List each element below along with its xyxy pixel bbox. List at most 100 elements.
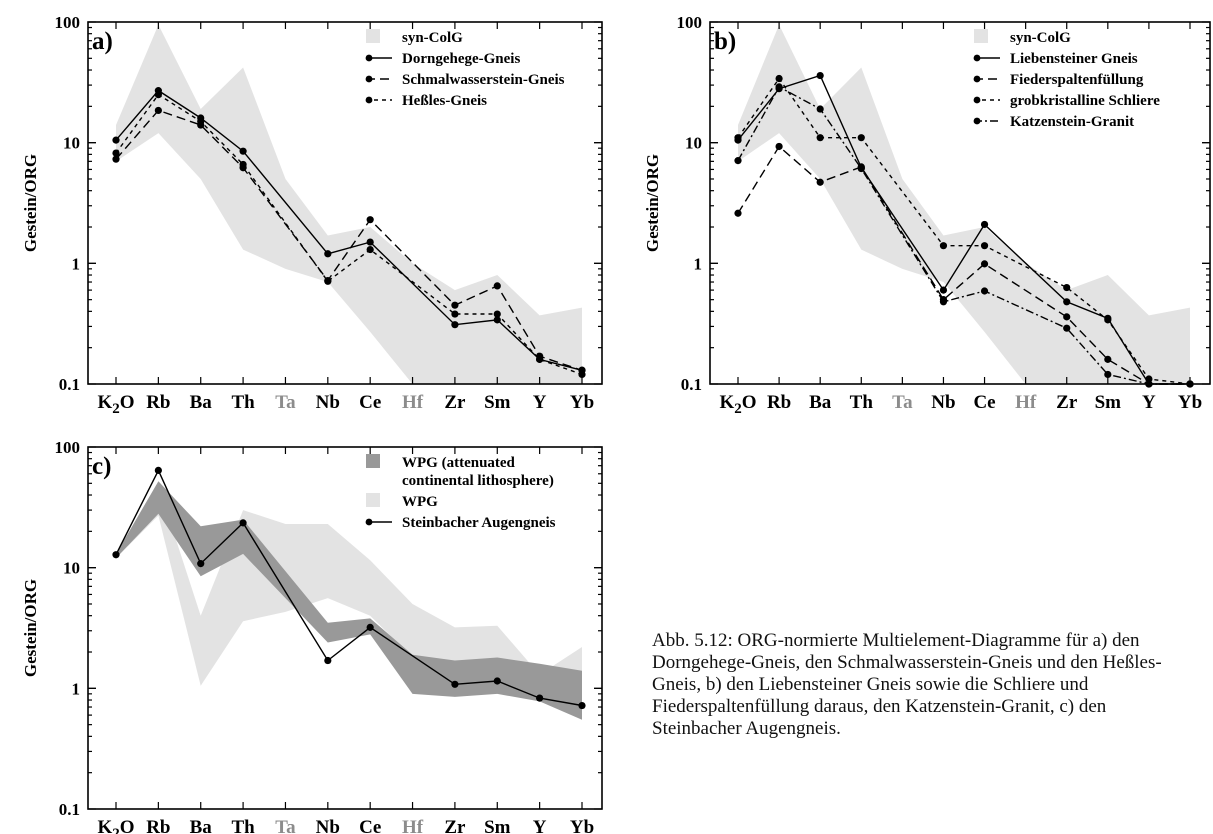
y-tick-label: 100 (55, 13, 81, 32)
legend-label: Fiederspaltenfüllung (1010, 72, 1144, 88)
data-point (493, 310, 501, 318)
data-point (154, 106, 162, 115)
y-tick-label: 0.1 (59, 375, 80, 394)
x-tick-label-hf: Hf (402, 817, 424, 834)
data-point (536, 694, 544, 702)
x-tick-label-rb: Rb (146, 392, 170, 413)
data-point (939, 242, 948, 250)
x-tick-label-nb: Nb (316, 392, 340, 413)
legend-label: WPG (402, 494, 438, 510)
data-point (857, 164, 865, 173)
x-tick-label-sm: Sm (484, 392, 511, 413)
x-tick-label-th: Th (850, 392, 874, 413)
series-line-1 (115, 468, 583, 707)
data-point (493, 282, 501, 290)
x-tick-label-yb: Yb (570, 817, 594, 834)
legend-label: Liebensteiner Gneis (1010, 51, 1138, 67)
panel-label: a) (92, 28, 113, 55)
y-tick-label: 10 (63, 559, 80, 578)
legend: syn-ColG Liebensteiner Gneis Fiederspalten… (973, 29, 1160, 130)
data-point (1145, 380, 1153, 388)
legend: syn-ColG Dorngehege-Gneis Schmalwasserstei… (365, 29, 565, 109)
legend-label: grobkristalline Schliere (1010, 93, 1160, 109)
x-tick-label-sm: Sm (484, 817, 511, 834)
panel-label: b) (714, 28, 736, 55)
y-axis-label: Gestein/ORG (643, 154, 662, 252)
data-point (1145, 375, 1153, 383)
data-point (112, 136, 120, 144)
data-point (239, 160, 247, 169)
data-point (451, 680, 459, 688)
data-point (734, 157, 742, 165)
data-point (816, 71, 824, 80)
x-tick-label-k2o: K2O (719, 392, 756, 417)
series-line-2 (737, 145, 1190, 385)
data-point (493, 677, 501, 685)
data-point (939, 298, 948, 306)
data-point (857, 134, 865, 142)
data-point (197, 560, 205, 568)
data-point (816, 105, 824, 113)
x-tick-label-ta: Ta (275, 392, 296, 413)
legend-label: Schmalwasserstein-Gneis (402, 72, 565, 88)
figure-caption: Abb. 5.12: ORG-normierte Multielement-Di… (652, 630, 1162, 739)
plot-frame (87, 21, 603, 385)
y-axis-label: Gestein/ORG (21, 154, 40, 252)
x-tick-label-ce: Ce (359, 392, 381, 413)
legend-swatch (366, 29, 380, 43)
data-point (775, 74, 783, 83)
x-tick-label-hf: Hf (402, 392, 424, 413)
data-point (578, 370, 586, 379)
y-tick-label: 100 (677, 13, 703, 32)
x-tick-label-k2o: K2O (97, 392, 134, 417)
y-axis-label: Gestein/ORG (21, 579, 40, 677)
x-tick-label-zr: Zr (1056, 392, 1078, 413)
series-line-3 (115, 93, 583, 376)
data-point (734, 134, 742, 142)
x-tick-label-y: Y (533, 817, 547, 834)
data-point (112, 551, 120, 559)
series-line-1 (737, 74, 1190, 385)
legend-swatch (366, 493, 380, 507)
series-line-1 (115, 89, 583, 371)
legend-label: syn-ColG (402, 30, 463, 46)
data-point (197, 117, 205, 126)
x-tick-label-ta: Ta (892, 392, 913, 413)
plot-frame (709, 21, 1211, 385)
data-point (816, 178, 824, 186)
legend-swatch (974, 29, 988, 43)
data-point (366, 216, 374, 224)
data-point (1104, 370, 1112, 379)
field-2 (116, 481, 582, 720)
x-tick-label-yb: Yb (570, 392, 594, 413)
series-line-4 (737, 85, 1190, 385)
x-tick-label-yb: Yb (1178, 392, 1202, 413)
x-tick-label-ba: Ba (190, 817, 213, 834)
legend-label: WPG (attenuated (402, 455, 516, 471)
x-tick-label-hf: Hf (1015, 392, 1037, 413)
data-point (239, 519, 247, 527)
x-tick-label-zr: Zr (444, 817, 466, 834)
data-point (775, 142, 783, 151)
series-line-2 (115, 109, 583, 371)
y-tick-label: 0.1 (59, 800, 80, 819)
data-point (324, 656, 332, 665)
data-point (578, 701, 586, 710)
data-point (324, 277, 332, 285)
data-point (1063, 283, 1071, 292)
legend-label: syn-ColG (1010, 30, 1071, 46)
data-point (1186, 380, 1194, 388)
legend-label: continental lithosphere) (402, 473, 554, 489)
data-point (536, 355, 544, 363)
legend-label: Katzenstein-Granit (1010, 114, 1134, 130)
data-point (239, 147, 247, 155)
data-point (939, 286, 948, 294)
x-tick-label-th: Th (231, 392, 255, 413)
x-tick-label-ba: Ba (190, 392, 213, 413)
data-point (775, 83, 783, 91)
x-tick-label-rb: Rb (146, 817, 170, 834)
x-tick-label-sm: Sm (1095, 392, 1122, 413)
data-point (451, 310, 459, 318)
x-tick-label-nb: Nb (316, 817, 340, 834)
panel-label: c) (92, 453, 111, 480)
